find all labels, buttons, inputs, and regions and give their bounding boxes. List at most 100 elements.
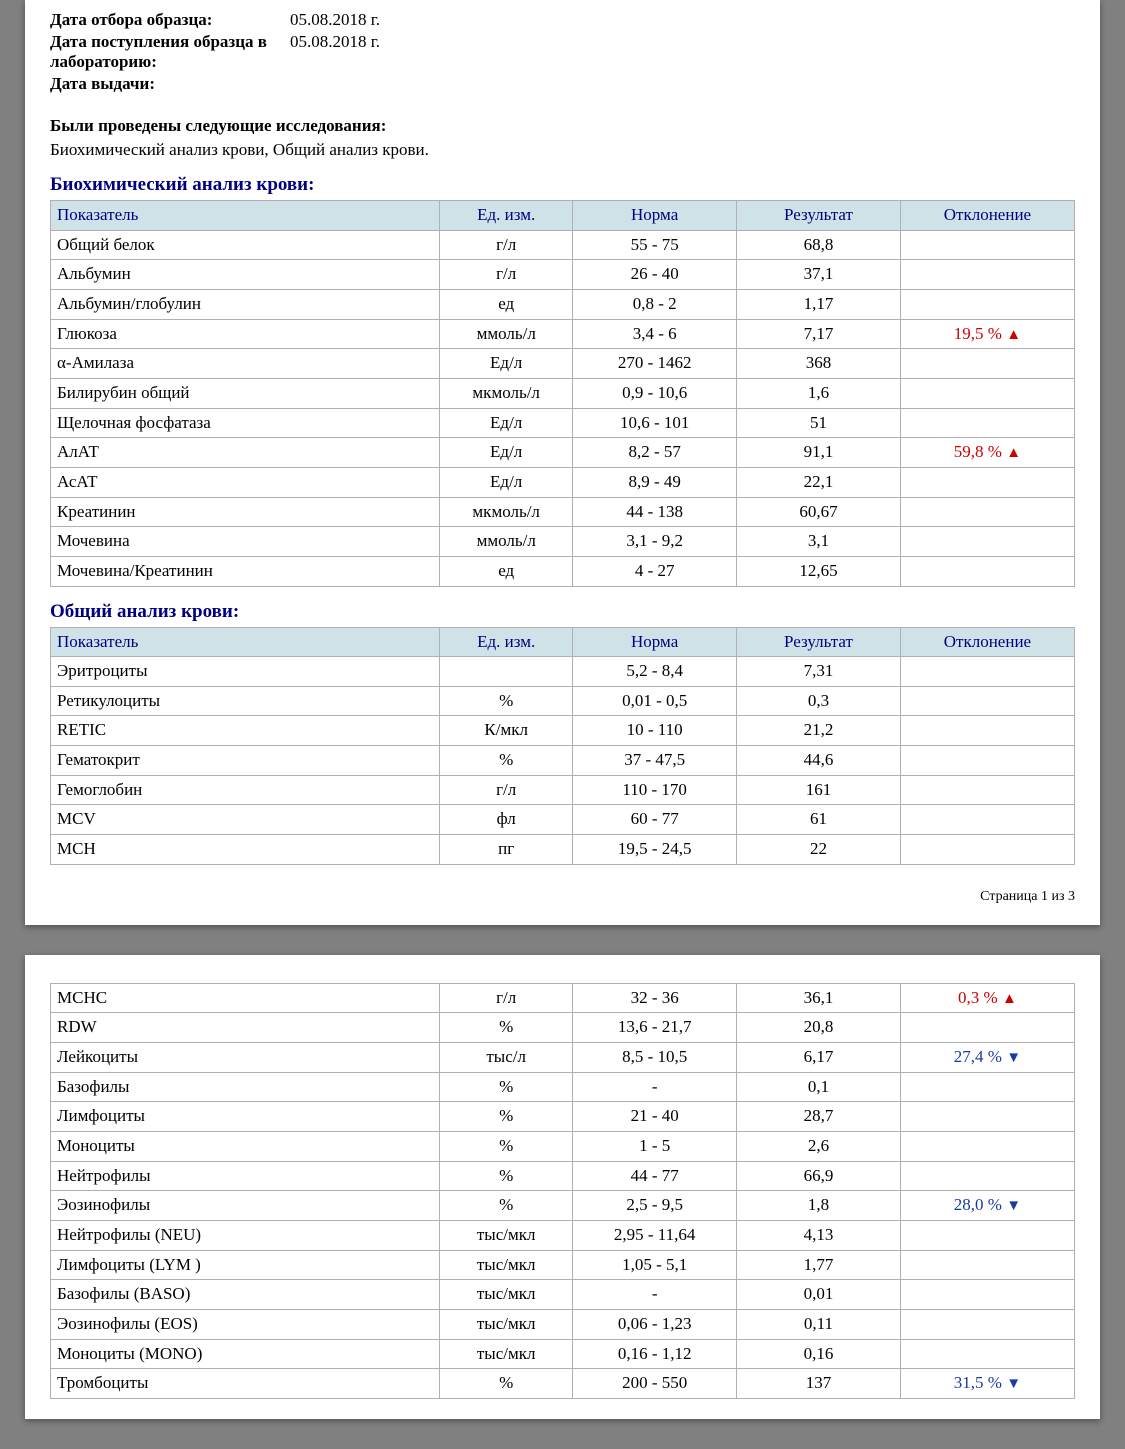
table-row: Эозинофилы (EOS)тыс/мкл0,06 - 1,230,11 bbox=[51, 1310, 1075, 1340]
cell-norm: 0,8 - 2 bbox=[573, 289, 737, 319]
studies-title: Были проведены следующие исследования: bbox=[50, 116, 1075, 136]
cell-unit: тыс/мкл bbox=[440, 1221, 573, 1251]
cell-unit: % bbox=[440, 1102, 573, 1132]
table-row: Креатининмкмоль/л44 - 13860,67 bbox=[51, 497, 1075, 527]
cell-result: 61 bbox=[737, 805, 901, 835]
cell-result: 4,13 bbox=[737, 1221, 901, 1251]
cell-result: 1,8 bbox=[737, 1191, 901, 1221]
cell-result: 20,8 bbox=[737, 1013, 901, 1043]
cell-name: Базофилы (BASO) bbox=[51, 1280, 440, 1310]
studies-list: Биохимический анализ крови, Общий анализ… bbox=[50, 140, 1075, 160]
meta-label: Дата отбора образца: bbox=[50, 10, 290, 30]
cell-name: Креатинин bbox=[51, 497, 440, 527]
col-header-unit: Ед. изм. bbox=[440, 201, 573, 231]
table-row: RETICК/мкл10 - 11021,2 bbox=[51, 716, 1075, 746]
cell-deviation: 0,3 % ▲ bbox=[900, 983, 1074, 1013]
cell-result: 22 bbox=[737, 835, 901, 865]
cell-norm: 26 - 40 bbox=[573, 260, 737, 290]
cell-deviation: 19,5 % ▲ bbox=[900, 319, 1074, 349]
cell-name: RETIC bbox=[51, 716, 440, 746]
table-row: MCVфл60 - 7761 bbox=[51, 805, 1075, 835]
cell-deviation bbox=[900, 1013, 1074, 1043]
cell-unit: % bbox=[440, 686, 573, 716]
cell-result: 7,17 bbox=[737, 319, 901, 349]
table-row: АлАТЕд/л8,2 - 5791,159,8 % ▲ bbox=[51, 438, 1075, 468]
cell-name: MCH bbox=[51, 835, 440, 865]
cell-norm: 10 - 110 bbox=[573, 716, 737, 746]
cell-norm: 0,9 - 10,6 bbox=[573, 378, 737, 408]
cell-norm: 1,05 - 5,1 bbox=[573, 1250, 737, 1280]
cell-unit: % bbox=[440, 1369, 573, 1399]
cell-norm: 8,9 - 49 bbox=[573, 467, 737, 497]
meta-row-sample-date: Дата отбора образца: 05.08.2018 г. bbox=[50, 10, 1075, 30]
cell-name: Общий белок bbox=[51, 230, 440, 260]
cbc-table-p2: MCHCг/л32 - 3636,10,3 % ▲RDW%13,6 - 21,7… bbox=[50, 983, 1075, 1399]
cell-norm: 44 - 138 bbox=[573, 497, 737, 527]
cell-deviation bbox=[900, 686, 1074, 716]
cell-deviation bbox=[900, 1280, 1074, 1310]
table-row: MCHCг/л32 - 3636,10,3 % ▲ bbox=[51, 983, 1075, 1013]
cell-result: 137 bbox=[737, 1369, 901, 1399]
cell-norm: 2,5 - 9,5 bbox=[573, 1191, 737, 1221]
table-row: α-АмилазаЕд/л270 - 1462368 bbox=[51, 349, 1075, 379]
biochem-table: Показатель Ед. изм. Норма Результат Откл… bbox=[50, 200, 1075, 587]
cell-name: Мочевина bbox=[51, 527, 440, 557]
section-title-cbc: Общий анализ крови: bbox=[50, 601, 1075, 623]
table-row: Билирубин общиймкмоль/л0,9 - 10,61,6 bbox=[51, 378, 1075, 408]
cell-unit: г/л bbox=[440, 983, 573, 1013]
cell-deviation bbox=[900, 657, 1074, 687]
cell-name: MCV bbox=[51, 805, 440, 835]
table-row: Моноциты (MONO)тыс/мкл0,16 - 1,120,16 bbox=[51, 1339, 1075, 1369]
cell-norm: 110 - 170 bbox=[573, 775, 737, 805]
cell-deviation bbox=[900, 835, 1074, 865]
cell-name: MCHC bbox=[51, 983, 440, 1013]
cell-unit: % bbox=[440, 1161, 573, 1191]
cell-deviation bbox=[900, 408, 1074, 438]
table-row: Базофилы (BASO)тыс/мкл-0,01 bbox=[51, 1280, 1075, 1310]
cell-norm: 0,01 - 0,5 bbox=[573, 686, 737, 716]
table-row: Мочевинаммоль/л3,1 - 9,23,1 bbox=[51, 527, 1075, 557]
cell-result: 368 bbox=[737, 349, 901, 379]
cell-deviation bbox=[900, 260, 1074, 290]
cell-name: Щелочная фосфатаза bbox=[51, 408, 440, 438]
table-row: Гемоглобинг/л110 - 170161 bbox=[51, 775, 1075, 805]
cell-result: 66,9 bbox=[737, 1161, 901, 1191]
cell-unit: ед bbox=[440, 289, 573, 319]
cell-name: Нейтрофилы (NEU) bbox=[51, 1221, 440, 1251]
cell-unit: г/л bbox=[440, 230, 573, 260]
cell-result: 0,3 bbox=[737, 686, 901, 716]
cell-result: 6,17 bbox=[737, 1043, 901, 1073]
cell-unit: ммоль/л bbox=[440, 527, 573, 557]
cell-norm: 32 - 36 bbox=[573, 983, 737, 1013]
cell-result: 91,1 bbox=[737, 438, 901, 468]
cell-deviation bbox=[900, 1161, 1074, 1191]
cell-deviation bbox=[900, 746, 1074, 776]
cell-unit bbox=[440, 657, 573, 687]
cell-deviation bbox=[900, 805, 1074, 835]
cell-name: Тромбоциты bbox=[51, 1369, 440, 1399]
cell-name: Билирубин общий bbox=[51, 378, 440, 408]
cell-result: 44,6 bbox=[737, 746, 901, 776]
table-row: Нейтрофилы%44 - 7766,9 bbox=[51, 1161, 1075, 1191]
cell-deviation bbox=[900, 497, 1074, 527]
cell-norm: 270 - 1462 bbox=[573, 349, 737, 379]
cell-name: Гематокрит bbox=[51, 746, 440, 776]
cell-deviation bbox=[900, 1310, 1074, 1340]
cell-name: α-Амилаза bbox=[51, 349, 440, 379]
meta-label: Дата поступления образца в лабораторию: bbox=[50, 32, 290, 72]
report-page-1: Дата отбора образца: 05.08.2018 г. Дата … bbox=[25, 0, 1100, 925]
cell-norm: 0,06 - 1,23 bbox=[573, 1310, 737, 1340]
cell-result: 12,65 bbox=[737, 556, 901, 586]
cell-result: 1,77 bbox=[737, 1250, 901, 1280]
cell-norm: - bbox=[573, 1072, 737, 1102]
cell-norm: 55 - 75 bbox=[573, 230, 737, 260]
cell-name: Эритроциты bbox=[51, 657, 440, 687]
cell-name: Альбумин/глобулин bbox=[51, 289, 440, 319]
cell-unit: Ед/л bbox=[440, 467, 573, 497]
col-header-name: Показатель bbox=[51, 201, 440, 231]
col-header-name: Показатель bbox=[51, 627, 440, 657]
cell-unit: К/мкл bbox=[440, 716, 573, 746]
cell-norm: 19,5 - 24,5 bbox=[573, 835, 737, 865]
cell-name: Эозинофилы (EOS) bbox=[51, 1310, 440, 1340]
cell-result: 161 bbox=[737, 775, 901, 805]
